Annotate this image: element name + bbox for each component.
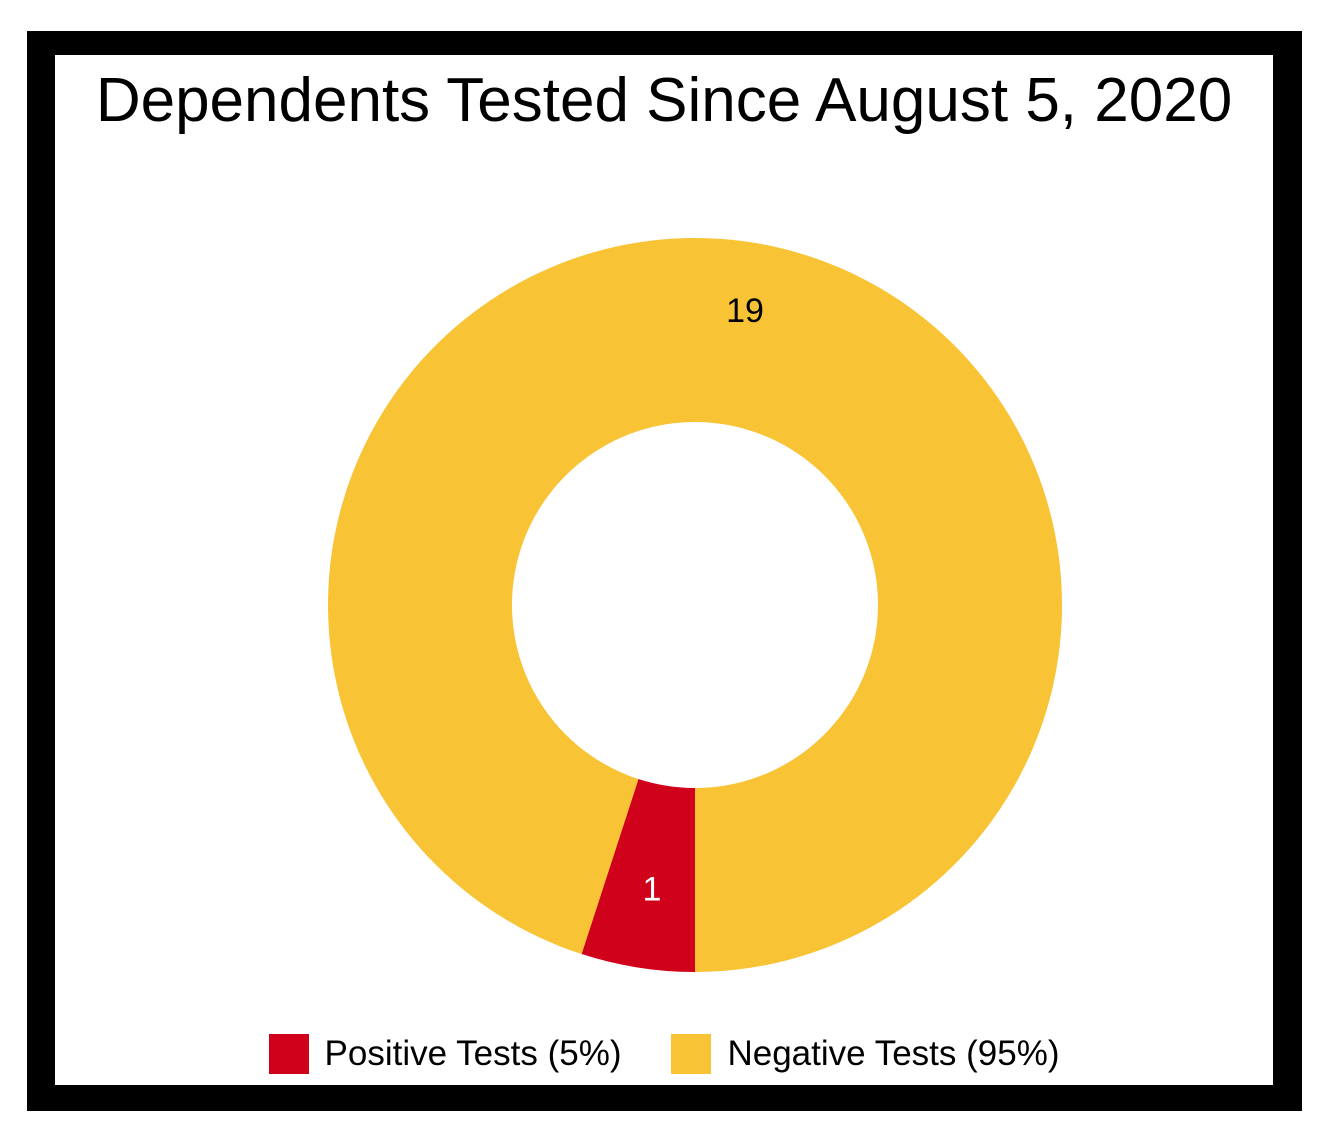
legend-item-negative[interactable]: Negative Tests (95%) (671, 1034, 1059, 1074)
legend-swatch-negative (671, 1034, 712, 1074)
chart-panel: Dependents Tested Since August 5, 2020 1… (55, 55, 1273, 1085)
slice-positive[interactable] (581, 779, 695, 972)
legend-swatch-positive (268, 1034, 309, 1074)
legend-item-positive[interactable]: Positive Tests (5%) (268, 1034, 622, 1074)
donut-chart: 1 19 (328, 238, 1063, 973)
chart-frame: Dependents Tested Since August 5, 2020 1… (27, 31, 1302, 1111)
data-labels-group: 1 19 (643, 292, 764, 909)
chart-title: Dependents Tested Since August 5, 2020 (95, 66, 1233, 135)
slice-negative[interactable] (328, 238, 1063, 973)
data-label-negative: 19 (726, 292, 764, 330)
legend: Positive Tests (5%) Negative Tests (95%) (55, 1029, 1273, 1079)
legend-label-negative: Negative Tests (95%) (727, 1034, 1060, 1073)
slices-group (328, 238, 1063, 973)
legend-label-positive: Positive Tests (5%) (324, 1034, 622, 1073)
data-label-positive: 1 (643, 871, 662, 909)
